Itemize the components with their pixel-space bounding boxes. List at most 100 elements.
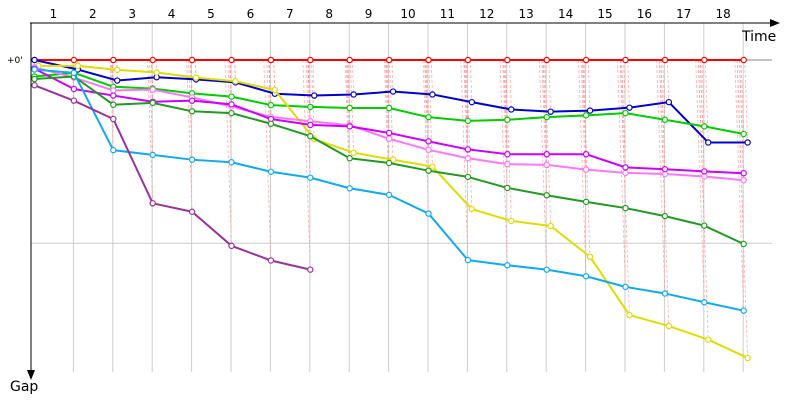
data-point [504, 116, 511, 123]
data-point [110, 56, 117, 64]
data-point [582, 198, 590, 206]
data-point [504, 184, 511, 192]
data-point [385, 129, 393, 137]
data-point [626, 104, 633, 111]
x-tick-label: 7 [286, 7, 294, 21]
data-point [385, 104, 393, 112]
data-point [740, 307, 747, 314]
data-point [740, 177, 747, 184]
drift-line [428, 59, 433, 167]
data-point [701, 299, 708, 306]
drift-line [580, 59, 587, 202]
drift-line [422, 59, 429, 214]
data-point [740, 130, 747, 138]
x-tick-label: 5 [207, 7, 215, 21]
data-point [385, 135, 393, 142]
drift-line [660, 59, 666, 170]
data-point [547, 222, 554, 230]
data-point [188, 97, 196, 104]
data-point [346, 104, 353, 112]
data-point [307, 56, 314, 64]
drift-line [234, 59, 236, 82]
data-point [586, 107, 594, 114]
drift-line [623, 59, 626, 114]
data-point [705, 139, 712, 146]
data-point [267, 101, 275, 109]
x-axis-title: Time [741, 29, 776, 45]
data-point [228, 56, 235, 64]
x-tick-label: 8 [325, 7, 333, 21]
drift-line [273, 59, 276, 91]
drift-line [148, 59, 154, 155]
data-point [543, 56, 550, 64]
drift-line [666, 59, 670, 103]
data-point [228, 101, 235, 108]
series-2 [31, 56, 751, 146]
drift-line [346, 59, 351, 127]
data-point [425, 167, 432, 174]
drift-line [541, 59, 548, 196]
data-point [149, 56, 156, 64]
data-point [622, 109, 629, 117]
data-point [346, 185, 353, 192]
data-point [307, 133, 314, 140]
x-tick-label: 1 [50, 7, 58, 21]
series-7 [31, 73, 747, 248]
data-point [74, 62, 82, 70]
drift-line [263, 59, 272, 261]
data-point [508, 217, 515, 225]
data-point [661, 212, 669, 220]
data-point [464, 155, 472, 162]
data-point [504, 262, 511, 269]
drift-line [308, 59, 311, 107]
x-tick-label: 17 [676, 7, 691, 21]
data-point [701, 123, 708, 130]
data-point [110, 146, 117, 154]
series-9 [31, 82, 314, 273]
x-tick-label: 14 [558, 7, 573, 21]
data-point [547, 108, 554, 115]
x-tick-label: 10 [400, 7, 415, 21]
data-point [346, 56, 353, 64]
data-point [661, 166, 669, 173]
drift-line [345, 59, 351, 159]
series-4 [35, 62, 751, 362]
drift-line [460, 59, 469, 261]
data-point [228, 242, 235, 250]
data-point [114, 66, 121, 74]
drift-line [386, 59, 390, 109]
data-point [543, 150, 550, 158]
x-tick-label: 6 [247, 7, 255, 21]
data-point [385, 56, 393, 64]
y-zero-label: +0' [7, 56, 23, 66]
drift-line [352, 59, 355, 95]
x-tick-label: 2 [89, 7, 97, 21]
drift-line [627, 59, 630, 108]
x-tick-label: 4 [168, 7, 176, 21]
data-point [740, 170, 747, 177]
data-point [504, 160, 511, 168]
data-point [307, 266, 314, 273]
data-point [70, 69, 78, 77]
drift-line [740, 59, 745, 135]
data-point [464, 146, 472, 153]
data-point [543, 266, 550, 273]
data-point [271, 86, 279, 94]
drift-line [699, 59, 705, 172]
drift-line [544, 59, 552, 227]
data-point [622, 169, 629, 177]
x-tick-label: 12 [479, 7, 494, 21]
series-1 [31, 56, 747, 64]
data-point [626, 311, 633, 319]
drift-line [583, 59, 587, 116]
data-point [701, 56, 708, 64]
data-point [267, 257, 275, 264]
data-point [307, 103, 314, 111]
data-point [464, 117, 472, 125]
data-point [114, 77, 121, 84]
data-point [228, 159, 235, 166]
drift-line [229, 59, 232, 114]
data-point [31, 66, 38, 73]
drift-line [268, 59, 272, 106]
x-tick-label: 13 [519, 7, 534, 21]
